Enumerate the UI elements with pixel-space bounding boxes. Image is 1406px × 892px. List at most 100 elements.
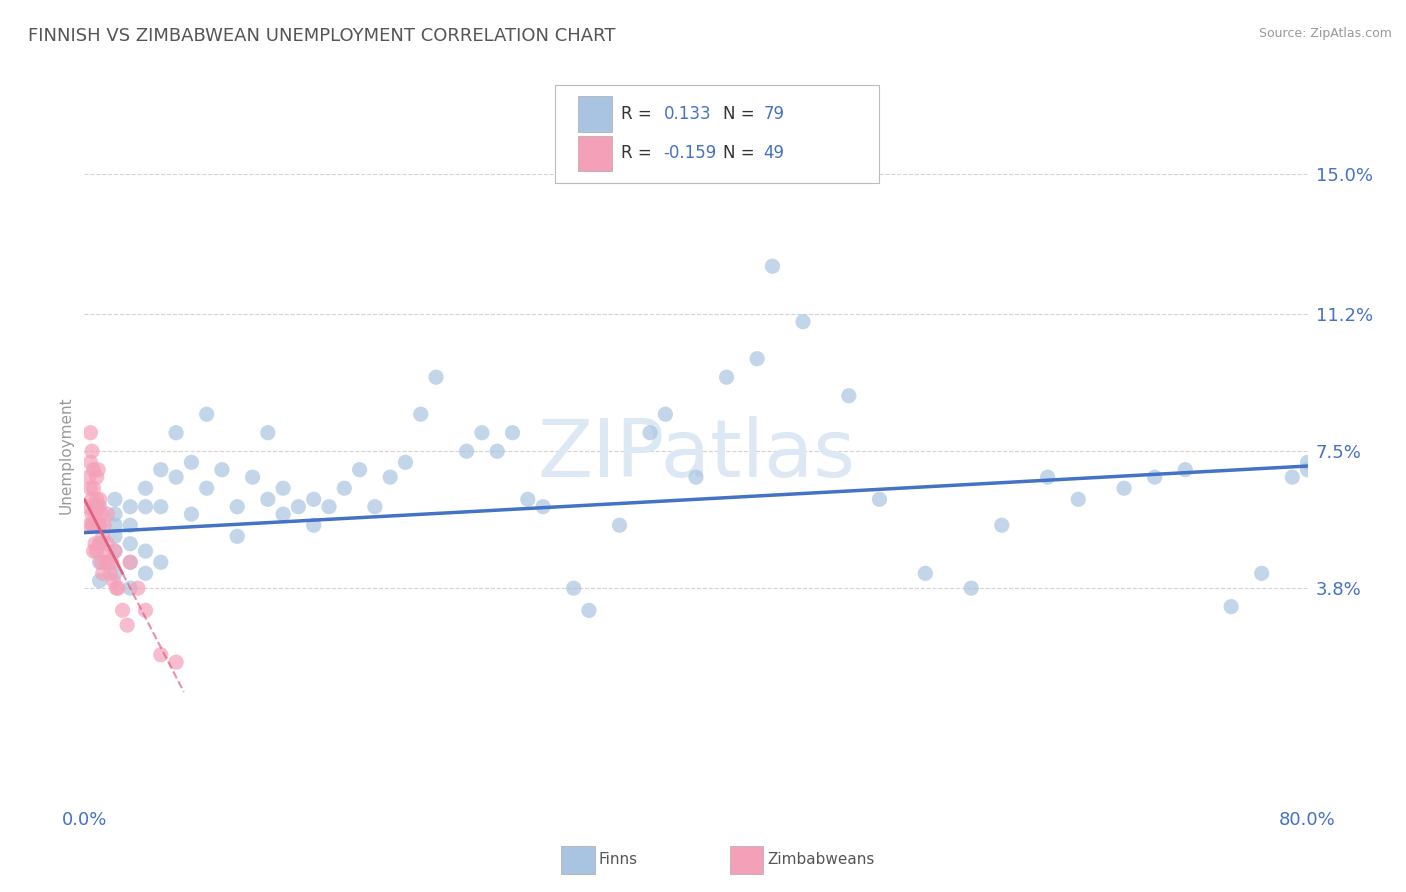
Point (98, 566, 121, 581)
Point (792, 315, 814, 329)
Point (195, 407, 218, 421)
Point (107, 581, 129, 595)
Point (1114, 481, 1136, 495)
Point (83, 518, 105, 533)
Point (105, 581, 128, 595)
Point (79, 455, 101, 469)
Point (89, 537, 111, 551)
Point (111, 603, 134, 617)
Point (79, 425, 101, 440)
Point (318, 500, 340, 514)
Point (120, 555, 142, 569)
Point (1281, 470, 1303, 484)
Point (654, 407, 676, 421)
Point (716, 370, 738, 384)
Point (1174, 463, 1197, 477)
Point (869, 492, 891, 507)
Point (89, 537, 111, 551)
Point (86, 518, 108, 533)
Point (165, 655, 187, 669)
Point (609, 518, 631, 533)
Point (271, 481, 294, 495)
Point (1220, 599, 1243, 614)
Point (91, 566, 114, 581)
Point (90, 507, 112, 521)
Point (135, 500, 157, 514)
Point (226, 500, 249, 514)
Point (471, 425, 494, 440)
Point (242, 470, 264, 484)
Point (120, 581, 142, 595)
Point (89, 555, 111, 569)
Point (380, 470, 402, 484)
Point (914, 566, 936, 581)
Text: Source: ZipAtlas.com: Source: ZipAtlas.com (1258, 27, 1392, 40)
Point (76, 500, 98, 514)
Text: ZIPatlas: ZIPatlas (537, 416, 855, 494)
Point (135, 603, 157, 617)
Point (135, 544, 157, 558)
Point (211, 463, 233, 477)
Point (747, 351, 769, 366)
Point (104, 492, 127, 507)
Point (1296, 463, 1319, 477)
Point (91, 529, 114, 543)
Point (115, 618, 138, 632)
Point (149, 555, 172, 569)
Point (135, 566, 157, 581)
Point (302, 492, 325, 507)
Point (149, 463, 172, 477)
Point (578, 603, 600, 617)
Text: Zimbabweans: Zimbabweans (768, 853, 875, 867)
Point (165, 425, 187, 440)
Point (149, 500, 172, 514)
Text: R =: R = (621, 105, 658, 123)
Point (960, 581, 983, 595)
Point (195, 481, 218, 495)
Point (271, 507, 294, 521)
Point (135, 481, 157, 495)
Point (127, 581, 149, 595)
Point (120, 500, 142, 514)
Point (425, 370, 447, 384)
Point (120, 537, 142, 551)
Point (149, 648, 172, 662)
Point (80, 444, 103, 458)
Point (516, 492, 538, 507)
Point (83, 544, 105, 558)
Text: 0.133: 0.133 (664, 105, 711, 123)
Point (104, 518, 127, 533)
Point (84, 537, 107, 551)
Point (96, 507, 118, 521)
Point (93, 518, 115, 533)
Point (83, 463, 105, 477)
Point (1250, 566, 1272, 581)
Point (84, 507, 107, 521)
Text: 49: 49 (763, 145, 785, 162)
Point (77, 518, 100, 533)
Point (96, 537, 118, 551)
Text: N =: N = (723, 105, 759, 123)
Text: 79: 79 (763, 105, 785, 123)
Point (761, 259, 783, 273)
Point (104, 507, 127, 521)
Point (394, 455, 416, 469)
Point (89, 574, 111, 588)
Point (120, 518, 142, 533)
Point (104, 544, 127, 558)
Point (87, 500, 110, 514)
Text: N =: N = (723, 145, 759, 162)
Point (456, 444, 478, 458)
Point (80, 492, 103, 507)
Point (97, 555, 120, 569)
Point (409, 407, 432, 421)
Point (257, 492, 280, 507)
Point (1067, 492, 1090, 507)
Point (87, 463, 110, 477)
Point (486, 444, 509, 458)
Point (86, 492, 108, 507)
Point (89, 518, 111, 533)
Point (94, 555, 117, 569)
Point (80, 518, 103, 533)
Point (83, 481, 105, 495)
